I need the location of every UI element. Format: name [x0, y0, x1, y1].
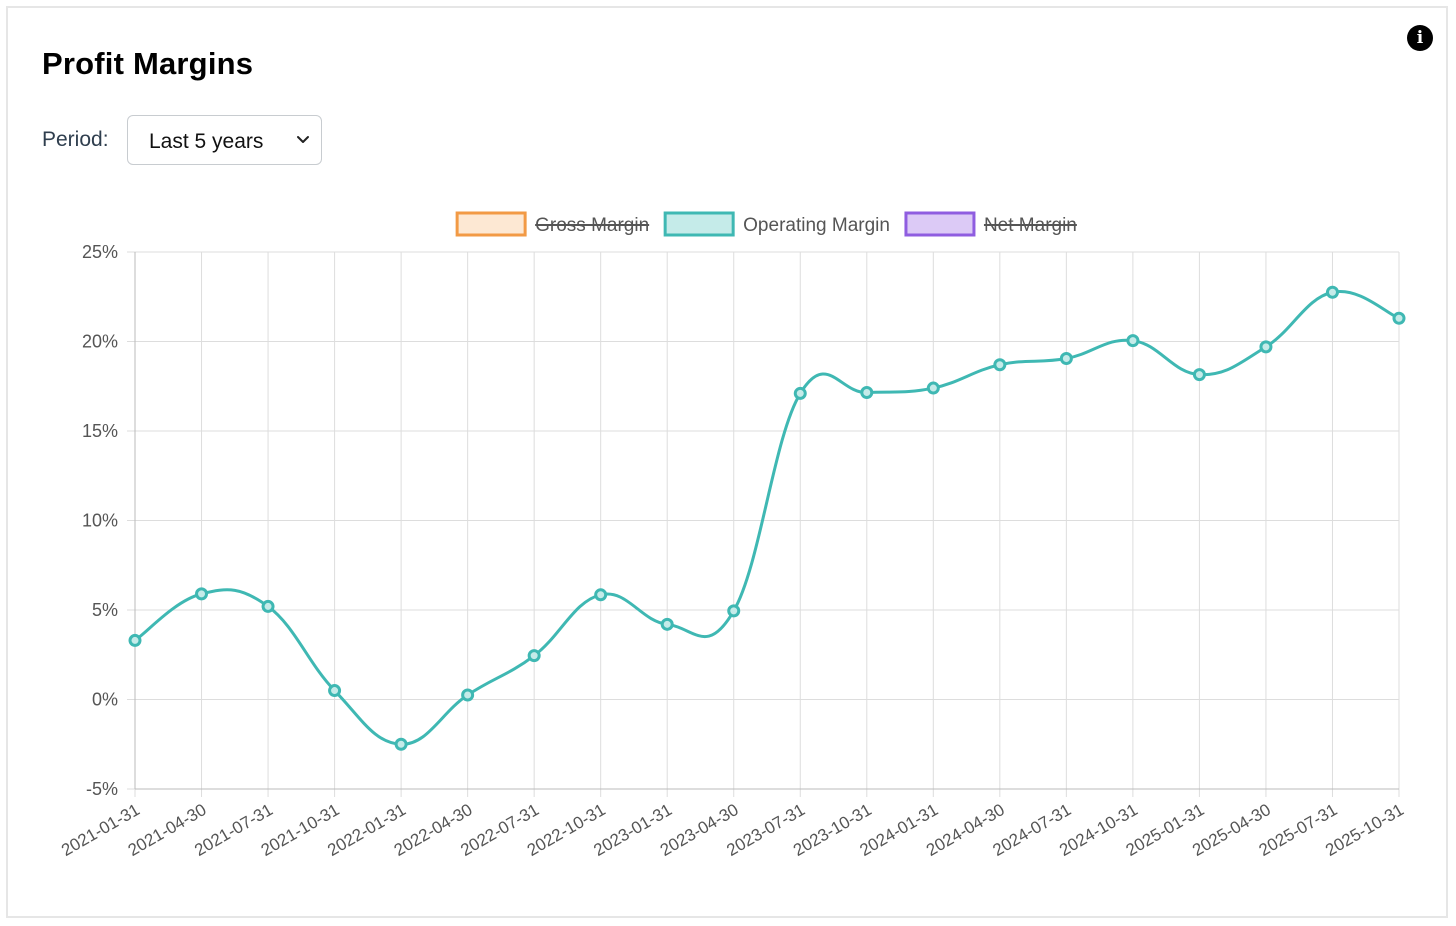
data-point	[128, 633, 142, 647]
legend-item[interactable]: Gross Margin	[455, 211, 650, 237]
data-point	[527, 649, 541, 663]
legend-swatch	[455, 211, 527, 237]
legend-swatch	[663, 211, 735, 237]
data-point	[461, 688, 475, 702]
info-icon[interactable]: i	[1407, 25, 1433, 51]
chevron-down-icon	[297, 136, 309, 143]
legend-label: Operating Margin	[743, 215, 890, 236]
data-point	[1392, 311, 1406, 325]
data-point	[727, 604, 741, 618]
y-tick-label: -5%	[86, 779, 118, 799]
y-tick-label: 5%	[92, 600, 118, 620]
data-point	[793, 386, 807, 400]
period-label: Period:	[42, 128, 109, 151]
data-point	[1126, 334, 1140, 348]
data-point	[860, 386, 874, 400]
data-point	[993, 358, 1007, 372]
data-point	[394, 737, 408, 751]
period-select-value: Last 5 years	[149, 130, 264, 153]
data-point	[1059, 352, 1073, 366]
y-tick-label: 10%	[82, 511, 118, 531]
y-tick-label: 25%	[82, 242, 118, 262]
legend-item[interactable]: Operating Margin	[663, 211, 890, 237]
y-tick-label: 0%	[92, 690, 118, 710]
period-select[interactable]: Last 5 years	[127, 115, 322, 165]
card-title: Profit Margins	[42, 46, 254, 81]
series-line-operating-margin	[134, 289, 1400, 746]
data-point	[594, 588, 608, 602]
legend-swatch	[904, 211, 976, 237]
data-point	[1192, 368, 1206, 382]
y-tick-label: 20%	[82, 332, 118, 352]
y-tick-label: 15%	[82, 421, 118, 441]
data-point	[1259, 340, 1273, 354]
data-point	[660, 617, 674, 631]
data-point	[195, 587, 209, 601]
data-point	[261, 599, 275, 613]
data-point	[1325, 285, 1339, 299]
data-point	[328, 684, 342, 698]
data-point	[926, 381, 940, 395]
legend-item[interactable]: Net Margin	[904, 211, 1077, 237]
